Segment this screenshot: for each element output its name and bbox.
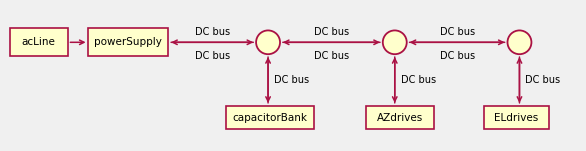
Text: powerSupply: powerSupply [94,37,162,47]
Ellipse shape [383,30,407,54]
Ellipse shape [507,30,532,54]
Text: DC bus: DC bus [401,75,436,85]
Text: AZdrives: AZdrives [377,113,423,123]
Text: acLine: acLine [22,37,56,47]
Text: DC bus: DC bus [440,51,475,61]
Text: DC bus: DC bus [440,27,475,37]
Text: ELdrives: ELdrives [495,113,539,123]
FancyBboxPatch shape [366,106,434,130]
FancyBboxPatch shape [88,28,168,56]
Text: DC bus: DC bus [274,75,309,85]
FancyBboxPatch shape [10,28,67,56]
Text: DC bus: DC bus [195,27,230,37]
Text: DC bus: DC bus [195,51,230,61]
Text: DC bus: DC bus [314,51,349,61]
Text: DC bus: DC bus [526,75,561,85]
Ellipse shape [256,30,280,54]
FancyBboxPatch shape [483,106,550,130]
Text: DC bus: DC bus [314,27,349,37]
Text: capacitorBank: capacitorBank [233,113,308,123]
FancyBboxPatch shape [226,106,314,130]
